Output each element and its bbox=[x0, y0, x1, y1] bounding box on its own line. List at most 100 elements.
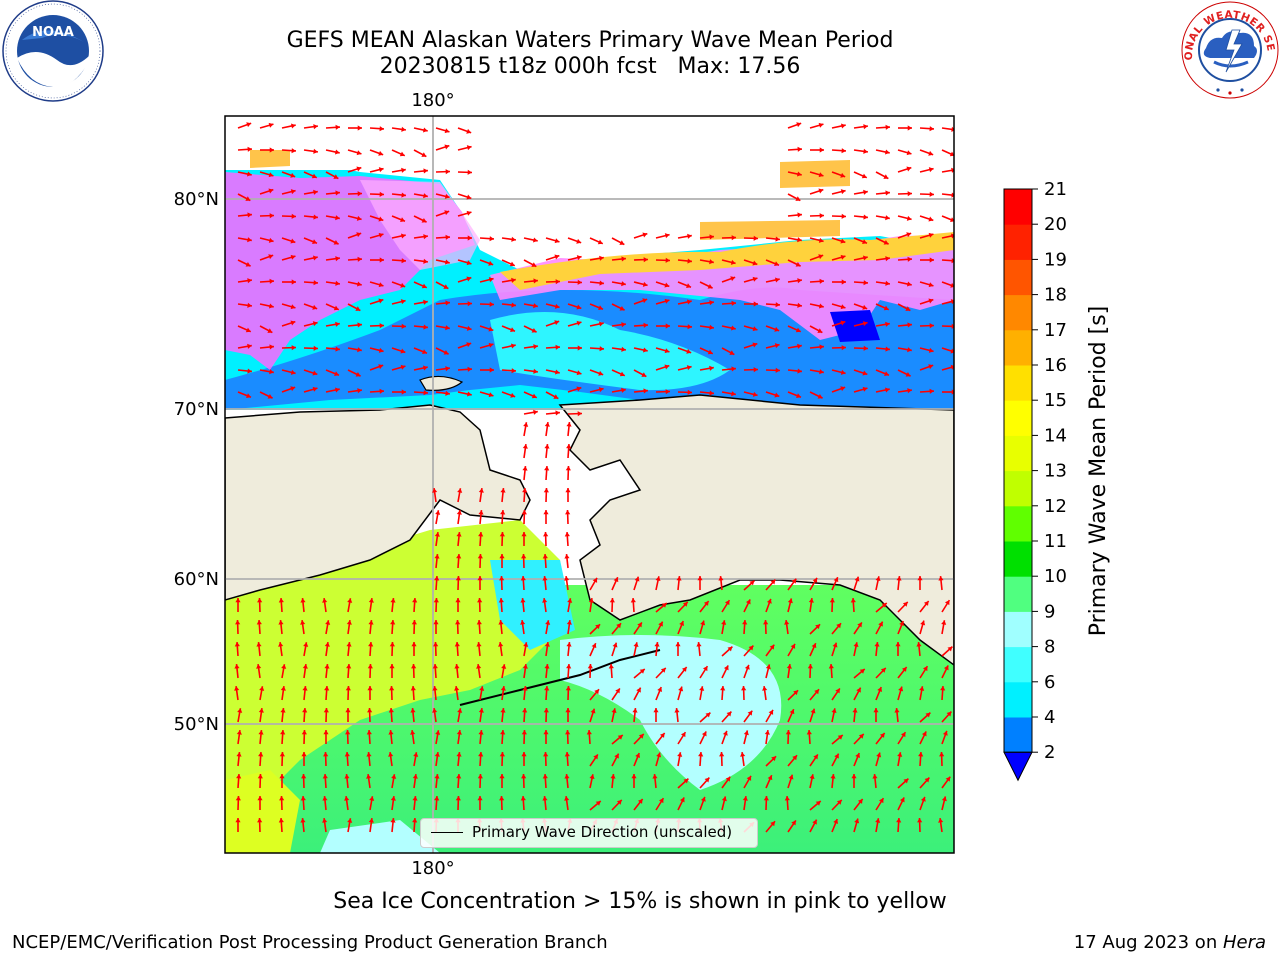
colorbar-extend-triangle bbox=[1003, 751, 1033, 782]
wave-arrow-head bbox=[639, 669, 645, 674]
wave-arrow-head bbox=[499, 532, 505, 537]
wave-arrow-head bbox=[554, 369, 560, 375]
wave-arrow-head bbox=[907, 388, 912, 394]
colorbar-tick-label: 11 bbox=[1044, 531, 1067, 552]
wave-arrow-head bbox=[235, 620, 241, 625]
wave-arrow-head bbox=[434, 576, 440, 581]
wave-arrow-head bbox=[312, 304, 318, 310]
wave-arrow-head bbox=[686, 299, 692, 305]
wave-arrow-head bbox=[555, 344, 560, 350]
colorbar-tick-label: 18 bbox=[1044, 285, 1067, 306]
wave-arrow-head bbox=[435, 730, 441, 735]
wave-arrow-head bbox=[500, 510, 506, 515]
wave-arrow-head bbox=[280, 730, 286, 735]
wave-arrow-head bbox=[642, 232, 648, 238]
wave-arrow-head bbox=[378, 364, 384, 370]
wave-arrow-head bbox=[565, 510, 571, 515]
wave-arrow-head bbox=[664, 298, 670, 304]
wave-arrow-head bbox=[753, 367, 758, 373]
wave-arrow-head bbox=[499, 752, 505, 757]
wave-arrow-head bbox=[268, 188, 274, 194]
wave-arrow-head bbox=[878, 798, 884, 804]
wave-arrow-head bbox=[742, 796, 748, 801]
wave-arrow-head bbox=[795, 327, 801, 333]
wave-arrow-head bbox=[679, 797, 685, 803]
wave-arrow-head bbox=[652, 774, 658, 779]
wave-arrow-head bbox=[499, 774, 505, 779]
wave-arrow-head bbox=[810, 708, 816, 714]
wave-arrow-head bbox=[730, 259, 736, 265]
wave-arrow-head bbox=[599, 280, 604, 286]
wave-arrow-head bbox=[877, 687, 883, 692]
wave-arrow-head bbox=[658, 798, 664, 804]
colorbar-tick-label: 10 bbox=[1044, 566, 1067, 587]
wave-arrow-head bbox=[621, 281, 626, 287]
footer-host: Hera bbox=[1222, 932, 1266, 953]
wave-arrow-head bbox=[850, 598, 856, 603]
wave-arrow-head bbox=[565, 488, 571, 493]
wave-arrow-head bbox=[290, 254, 296, 260]
wave-arrow-head bbox=[544, 686, 550, 691]
wave-arrow-head bbox=[919, 686, 925, 691]
wave-arrow-head bbox=[533, 303, 538, 309]
wave-arrow-head bbox=[641, 372, 647, 377]
wave-arrow-head bbox=[234, 664, 240, 669]
wave-arrow-head bbox=[797, 343, 802, 349]
wave-arrow-head bbox=[412, 774, 418, 779]
wave-arrow-head bbox=[333, 305, 339, 311]
wave-arrow-head bbox=[835, 688, 840, 694]
wave-arrow-head bbox=[257, 598, 263, 603]
wave-arrow-head bbox=[812, 577, 818, 583]
wave-arrow-head bbox=[657, 687, 663, 692]
wave-arrow-head bbox=[456, 774, 462, 779]
wave-arrow-head bbox=[466, 145, 472, 151]
wave-arrow-head bbox=[862, 239, 867, 245]
wave-arrow-head bbox=[896, 576, 902, 581]
wave-arrow-head bbox=[929, 388, 934, 394]
wave-arrow-head bbox=[700, 796, 706, 802]
wave-arrow-head bbox=[928, 167, 934, 173]
wave-arrow-head bbox=[257, 818, 263, 823]
wave-arrow-head bbox=[872, 774, 878, 779]
wave-arrow-head bbox=[335, 190, 340, 196]
wave-arrow-head bbox=[334, 149, 340, 155]
wave-arrow-head bbox=[323, 752, 329, 757]
wave-arrow-head bbox=[940, 686, 946, 691]
wave-arrow-head bbox=[390, 620, 396, 625]
wave-arrow-head bbox=[401, 389, 406, 395]
footer-date: 17 Aug 2023 on bbox=[1073, 932, 1223, 953]
wave-arrow-head bbox=[721, 620, 727, 625]
colorbar-segment bbox=[1004, 259, 1032, 296]
wave-arrow-head bbox=[745, 599, 751, 605]
wave-arrow-head bbox=[543, 488, 549, 493]
colorbar-segment bbox=[1004, 470, 1032, 507]
wave-arrow-head bbox=[907, 322, 912, 328]
wave-arrow-head bbox=[247, 302, 252, 308]
colorbar-tick-label: 19 bbox=[1044, 249, 1067, 270]
colorbar-tick-label: 14 bbox=[1044, 425, 1067, 446]
wave-arrow-head bbox=[422, 365, 428, 371]
wave-arrow-head bbox=[753, 301, 758, 307]
wave-arrow-head bbox=[815, 801, 821, 806]
wave-arrow-head bbox=[941, 796, 947, 802]
wave-arrow-head bbox=[720, 686, 726, 691]
wave-arrow-head bbox=[566, 444, 572, 449]
wave-arrow-head bbox=[410, 730, 416, 735]
wave-arrow-head bbox=[303, 642, 309, 647]
wave-arrow-head bbox=[665, 323, 670, 329]
wave-arrow-head bbox=[466, 342, 472, 348]
wave-arrow-head bbox=[356, 281, 362, 287]
wave-arrow-head bbox=[522, 686, 528, 691]
wave-arrow-head bbox=[533, 278, 538, 284]
wave-arrow-head bbox=[577, 279, 582, 285]
wave-arrow-head bbox=[928, 347, 934, 353]
wave-arrow-head bbox=[457, 488, 463, 493]
wave-arrow-head bbox=[917, 818, 923, 823]
wave-arrow-head bbox=[747, 710, 753, 716]
wave-arrow-head bbox=[499, 554, 505, 559]
wave-arrow-head bbox=[664, 364, 670, 370]
wave-arrow-head bbox=[565, 466, 571, 471]
wave-arrow-head bbox=[598, 305, 603, 311]
wave-arrow-head bbox=[680, 732, 686, 738]
wave-arrow-head bbox=[814, 689, 819, 695]
